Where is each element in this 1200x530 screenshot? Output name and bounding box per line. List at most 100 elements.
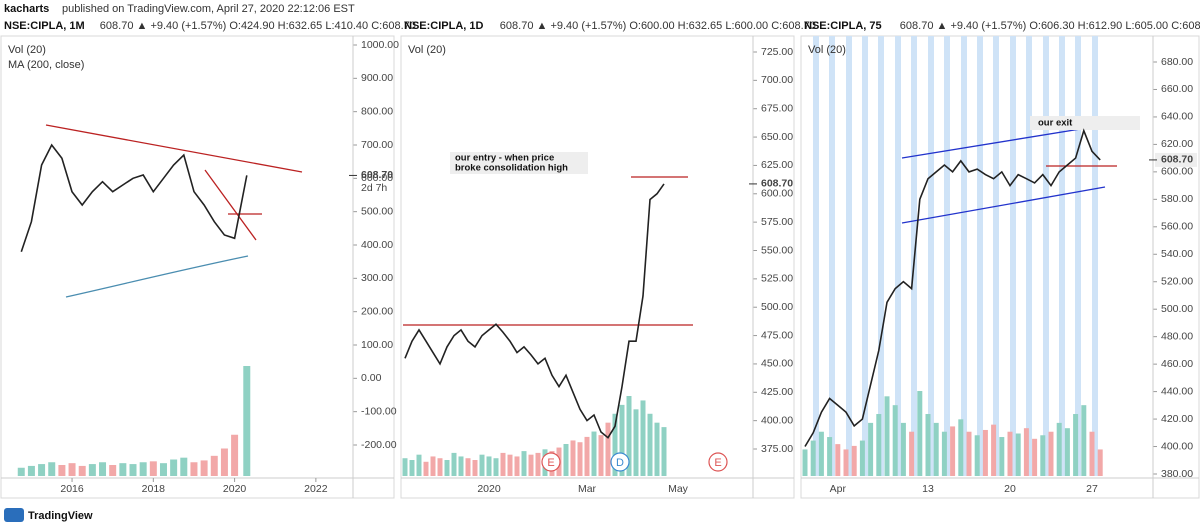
- y-tick-label: -100.00: [361, 405, 397, 417]
- volume-bar: [528, 454, 534, 476]
- volume-bar: [416, 454, 422, 476]
- volume-bar: [818, 431, 824, 476]
- volume-bar: [507, 454, 513, 476]
- volume-bar: [958, 419, 964, 476]
- y-tick-label: 675.00: [761, 102, 793, 114]
- x-tick-label: May: [668, 483, 689, 495]
- volume-bar: [868, 422, 874, 476]
- volume-bar: [933, 422, 939, 476]
- header-text: published on TradingView.com, April 27, …: [62, 3, 355, 15]
- panel-frame: [800, 35, 1200, 499]
- volume-bar: [851, 445, 857, 476]
- volume-bar: [843, 449, 849, 476]
- volume-bar: [243, 366, 251, 476]
- volume-bar: [535, 452, 541, 476]
- y-tick-label: 800.00: [361, 105, 393, 117]
- volume-bar: [423, 461, 429, 476]
- volume-bar: [514, 456, 520, 476]
- y-tick-label: 500.00: [1161, 303, 1193, 315]
- trendline: [204, 169, 257, 241]
- volume-bar: [1007, 431, 1013, 476]
- y-tick-label: 575.00: [761, 216, 793, 228]
- volume-bar: [1056, 422, 1062, 476]
- volume-bar: [500, 452, 506, 476]
- volume-bar: [1015, 433, 1021, 476]
- volume-bar: [149, 461, 157, 476]
- event-marker: [610, 452, 630, 472]
- y-tick-label: 400.00: [1161, 440, 1193, 452]
- footer-brand: TradingView: [28, 510, 93, 522]
- price-line: [404, 183, 665, 439]
- price-line: [20, 143, 248, 252]
- chart-title: NSE:CIPLA, 1M: [4, 20, 85, 32]
- drawings: [45, 36, 1140, 476]
- event-label: E: [547, 457, 554, 469]
- annotation: our exit: [1038, 118, 1073, 129]
- volume-bar: [458, 456, 464, 476]
- quote: 608.70 ▲ +9.40 (+1.57%) O:600.00 H:632.6…: [500, 20, 816, 32]
- volume-bar: [1032, 438, 1038, 476]
- countdown: 2d 7h: [361, 182, 387, 194]
- y-tick-label: 625.00: [761, 159, 793, 171]
- volume-bar: [917, 391, 923, 476]
- y-tick-label: 0.00: [361, 372, 382, 384]
- y-tick-label: -200.00: [361, 439, 397, 451]
- volume-bar: [563, 444, 569, 476]
- quote: 608.70 ▲ +9.40 (+1.57%) O:606.30 H:612.9…: [900, 20, 1200, 32]
- volume-bar: [220, 448, 228, 476]
- volume-bar: [402, 458, 408, 476]
- annotation: broke consolidation high: [455, 163, 568, 174]
- y-tick-label: 600.00: [1161, 166, 1193, 178]
- volume-bar: [17, 467, 25, 476]
- price-tag-bg: [1155, 152, 1197, 167]
- volume-bar: [605, 422, 611, 476]
- channel-line: [901, 186, 1106, 224]
- x-tick-label: 2020: [223, 483, 247, 495]
- price-tag: 608.70: [1161, 154, 1193, 166]
- price-line: [804, 128, 1101, 447]
- volume-bar: [974, 435, 980, 476]
- y-tick-label: 200.00: [361, 305, 393, 317]
- volume-bar: [598, 435, 604, 476]
- volume-bar: [231, 434, 239, 476]
- x-tick-label: 13: [922, 483, 934, 495]
- volume-bar: [444, 460, 450, 476]
- volume-bar: [991, 424, 997, 476]
- volume-bar: [584, 436, 590, 476]
- volume-bar: [802, 449, 808, 476]
- x-tick-label: Mar: [578, 483, 597, 495]
- session-bands: [813, 36, 1098, 476]
- y-tick-label: 525.00: [761, 273, 793, 285]
- x-tick-label: 20: [1004, 483, 1016, 495]
- y-tick-label: 600.00: [761, 188, 793, 200]
- y-tick-label: 460.00: [1161, 358, 1193, 370]
- y-tick-label: 420.00: [1161, 413, 1193, 425]
- y-tick-label: 900.00: [361, 72, 393, 84]
- volume-bar: [521, 451, 527, 476]
- volume-bar: [591, 431, 597, 476]
- volume-bar: [78, 465, 86, 476]
- y-tick-label: 375.00: [761, 443, 793, 455]
- volume-bar: [810, 440, 816, 476]
- volume-bar: [966, 431, 972, 476]
- panel-frame: [0, 35, 395, 499]
- y-tick-label: 475.00: [761, 329, 793, 341]
- indicator-label: Vol (20): [808, 44, 846, 56]
- volume-bar: [38, 464, 46, 476]
- y-tick-label: 540.00: [1161, 248, 1193, 260]
- volume-bar: [827, 437, 833, 476]
- y-tick-label: 100.00: [361, 339, 393, 351]
- price-tag: 608.70: [361, 169, 393, 181]
- x-tick-label: 2020: [477, 483, 501, 495]
- y-tick-label: 425.00: [761, 386, 793, 398]
- y-tick-label: 380.00: [1161, 468, 1193, 480]
- logo: [4, 508, 24, 522]
- y-tick-label: 680.00: [1161, 56, 1193, 68]
- volume-bar: [640, 400, 646, 476]
- volume-bar: [941, 431, 947, 476]
- volume-bar: [1064, 428, 1070, 476]
- indicator-label: Vol (20): [408, 44, 446, 56]
- volume-bar: [925, 414, 931, 476]
- event-label: D: [616, 457, 624, 469]
